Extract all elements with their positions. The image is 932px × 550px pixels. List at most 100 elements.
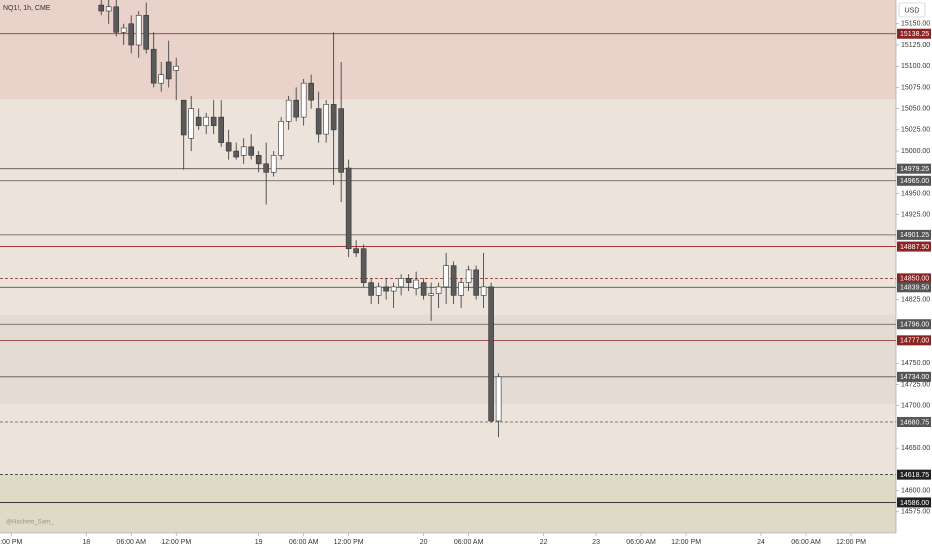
watermark: @Hashem_Sam_ [6, 520, 54, 526]
candle-body [488, 286, 494, 422]
candle-body [165, 61, 172, 80]
y-tick-label: 14600.00 [901, 487, 930, 494]
y-tick-label: 14825.00 [901, 296, 930, 303]
candle-body [270, 155, 277, 173]
zone [0, 314, 896, 404]
candle-body [323, 104, 329, 135]
level-label-box [897, 469, 931, 480]
chart-title: NQ1!, 1h, CME [3, 5, 51, 12]
x-tick-label: 19 [255, 539, 263, 546]
candle-body [495, 376, 502, 422]
candle-body [383, 286, 389, 292]
axis-labels: 15150.00 15125.00 15100.00 15075.00 15050.00… [0, 21, 931, 546]
candle-body [128, 23, 135, 46]
candle-body [450, 265, 457, 296]
time-axis [0, 533, 896, 550]
level-label: 15138.25 [900, 31, 929, 38]
x-tick-label: 24 [757, 539, 765, 546]
candle-body [218, 116, 224, 143]
candle-body [330, 104, 337, 131]
candle-body [143, 14, 150, 50]
level-label: 14979.25 [900, 166, 929, 173]
candle-body [390, 286, 397, 292]
level-label: 14586.00 [900, 500, 929, 507]
zone [0, 474, 896, 533]
y-tick-label: 15000.00 [901, 148, 930, 155]
candle-body [420, 282, 427, 296]
currency-box[interactable] [898, 2, 926, 18]
level-label-box [897, 28, 931, 39]
candle-body [353, 248, 359, 254]
candle-body [225, 142, 232, 152]
level-label-box [897, 497, 931, 508]
candle-body [368, 282, 374, 296]
level-label-box [897, 319, 931, 330]
candle-body [465, 269, 472, 283]
level-label-box [897, 282, 931, 293]
candle-body [315, 108, 322, 135]
y-tick-label: 14650.00 [901, 445, 930, 452]
x-tick-label: 06:00 AM [791, 539, 821, 546]
levels [0, 33, 896, 503]
candles [98, 0, 502, 438]
candle-body [240, 146, 247, 156]
y-tick-label: 15125.00 [901, 42, 930, 49]
candle-body [308, 82, 314, 101]
candle-body [405, 278, 412, 283]
x-tick-label: :00 PM [0, 539, 22, 546]
y-tick-label: 14925.00 [901, 212, 930, 219]
y-tick-label: 15075.00 [901, 84, 930, 91]
candle-body [98, 4, 105, 12]
candle-body [158, 74, 165, 84]
currency[interactable]: USD [905, 7, 920, 14]
level-label-box [897, 417, 931, 428]
candle-body [113, 6, 120, 33]
candle-body [345, 167, 352, 249]
candle-body [278, 121, 284, 156]
candle-body [135, 14, 142, 46]
candle-body [255, 155, 262, 165]
level-label: 14850.00 [900, 276, 929, 283]
candle-body [443, 265, 449, 288]
candle-body [233, 150, 239, 158]
level-label-box [897, 163, 931, 174]
level-label: 14965.00 [900, 178, 929, 185]
level-label: 14734.00 [900, 374, 929, 381]
candle-body [413, 279, 419, 289]
level-label: 14777.00 [900, 338, 929, 345]
y-tick-label: 14700.00 [901, 403, 930, 410]
candle-body [180, 99, 187, 136]
candle-body [458, 282, 464, 296]
candle-body [435, 286, 442, 294]
level-label-box [897, 241, 931, 252]
y-tick-label: 14750.00 [901, 360, 930, 367]
y-tick-label: 15100.00 [901, 63, 930, 70]
level-label: 14618.75 [900, 472, 929, 479]
x-tick-label: 12:00 PM [334, 539, 364, 546]
candle-body [293, 99, 299, 118]
candle-body [300, 82, 307, 118]
candle-body [360, 248, 367, 283]
candle-body [263, 163, 269, 173]
candle-body [480, 286, 487, 296]
level-label-box [897, 175, 931, 186]
candle-body [195, 116, 202, 126]
y-tick-label: 15050.00 [901, 105, 930, 112]
candle-body [105, 6, 112, 12]
x-tick-label: 06:00 AM [289, 539, 319, 546]
candle-body [150, 48, 157, 84]
y-tick-label: 15150.00 [901, 21, 930, 28]
candle-body [210, 116, 217, 126]
candle-body [173, 65, 180, 71]
candle-body [248, 146, 254, 156]
zone [0, 0, 896, 100]
level-label-box [897, 335, 931, 346]
x-tick-label: 12:00 PM [671, 539, 701, 546]
candle-body [375, 286, 382, 296]
zones [0, 0, 896, 533]
level-label: 14839.50 [900, 285, 929, 292]
x-tick-label: 06:00 AM [626, 539, 656, 546]
x-tick-label: 06:00 AM [454, 539, 484, 546]
y-tick-label: 15025.00 [901, 127, 930, 134]
x-tick-label: 18 [82, 539, 90, 546]
